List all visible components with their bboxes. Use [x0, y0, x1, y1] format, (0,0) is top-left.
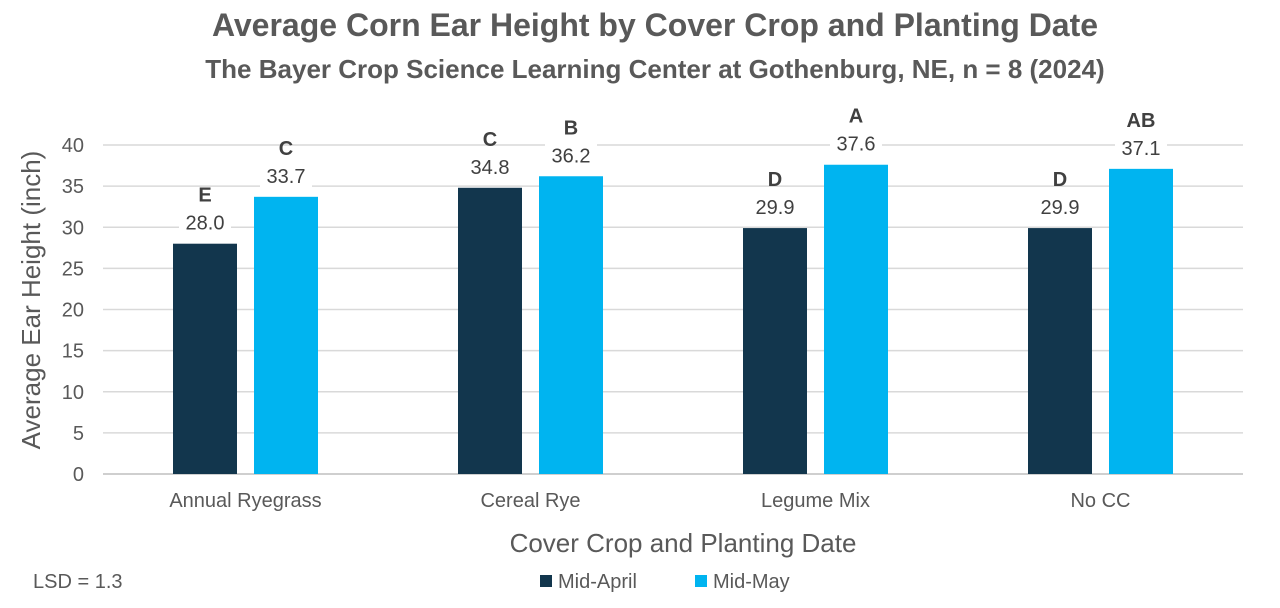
y-tick-label: 20: [62, 300, 84, 322]
data-label: 29.9: [1041, 197, 1080, 219]
y-tick-label: 25: [62, 258, 84, 280]
data-label: 34.8: [471, 157, 510, 179]
y-tick-label: 40: [62, 135, 84, 157]
bar: [1109, 168, 1173, 475]
legend: Mid-April Mid-May: [540, 571, 790, 593]
y-axis-label: Average Ear Height (inch): [16, 151, 46, 450]
data-label: 28.0: [186, 213, 225, 235]
x-tick-label: No CC: [1070, 490, 1130, 512]
x-tick-label: Annual Ryegrass: [169, 490, 321, 512]
chart-title: Average Corn Ear Height by Cover Crop an…: [212, 7, 1098, 43]
data-label: 37.1: [1122, 138, 1161, 160]
data-label: 33.7: [267, 166, 306, 188]
significance-letter: D: [1053, 169, 1067, 191]
bars: [173, 164, 1173, 475]
legend-swatch: [695, 575, 707, 587]
y-tick-label: 10: [62, 382, 84, 404]
data-label: 36.2: [552, 145, 591, 167]
data-label-background: [749, 195, 801, 220]
data-label-background: [1034, 195, 1086, 220]
significance-letter: A: [849, 106, 863, 128]
bar: [173, 243, 237, 474]
data-label-background: [260, 163, 312, 188]
legend-label: Mid-April: [558, 571, 637, 593]
y-tick-label: 5: [73, 423, 84, 445]
significance-letter: AB: [1127, 110, 1156, 132]
data-labels: 28.0 E 33.7 C 34.8 C 36.2 B 29.9 D 37.6 A 29.9 D 37.1 A…: [179, 106, 1167, 235]
data-label-background: [464, 154, 516, 179]
lsd-footnote: LSD = 1.3: [33, 571, 123, 593]
data-label: 29.9: [756, 197, 795, 219]
y-tick-label: 15: [62, 341, 84, 363]
legend-swatch: [540, 575, 552, 587]
data-label-background: [830, 131, 882, 156]
data-label-background: [179, 210, 231, 235]
significance-letter: B: [564, 117, 578, 139]
y-tick-label: 0: [73, 464, 84, 486]
data-label-background: [545, 143, 597, 168]
chart-subtitle: The Bayer Crop Science Learning Center a…: [205, 54, 1104, 84]
significance-letter: D: [768, 169, 782, 191]
significance-letter: C: [483, 129, 497, 151]
bar: [743, 228, 807, 474]
significance-letter: E: [198, 185, 211, 207]
y-tick-label: 35: [62, 176, 84, 198]
y-tick-labels: 0 5 10 15 20 25 30 35 40: [62, 135, 84, 486]
significance-letter: C: [279, 138, 293, 160]
x-axis-label: Cover Crop and Planting Date: [510, 528, 857, 558]
x-tick-label: Cereal Rye: [480, 490, 580, 512]
bar: [539, 176, 603, 474]
x-tick-labels: Annual Ryegrass Cereal Rye Legume Mix No CC: [169, 490, 1130, 512]
bar: [458, 187, 522, 474]
y-tick-label: 30: [62, 217, 84, 239]
data-label: 37.6: [837, 134, 876, 156]
legend-label: Mid-May: [713, 571, 790, 593]
data-label-background: [1115, 135, 1167, 160]
bar: [1028, 228, 1092, 474]
bar: [254, 196, 318, 474]
x-tick-label: Legume Mix: [761, 490, 870, 512]
bar: [824, 164, 888, 475]
